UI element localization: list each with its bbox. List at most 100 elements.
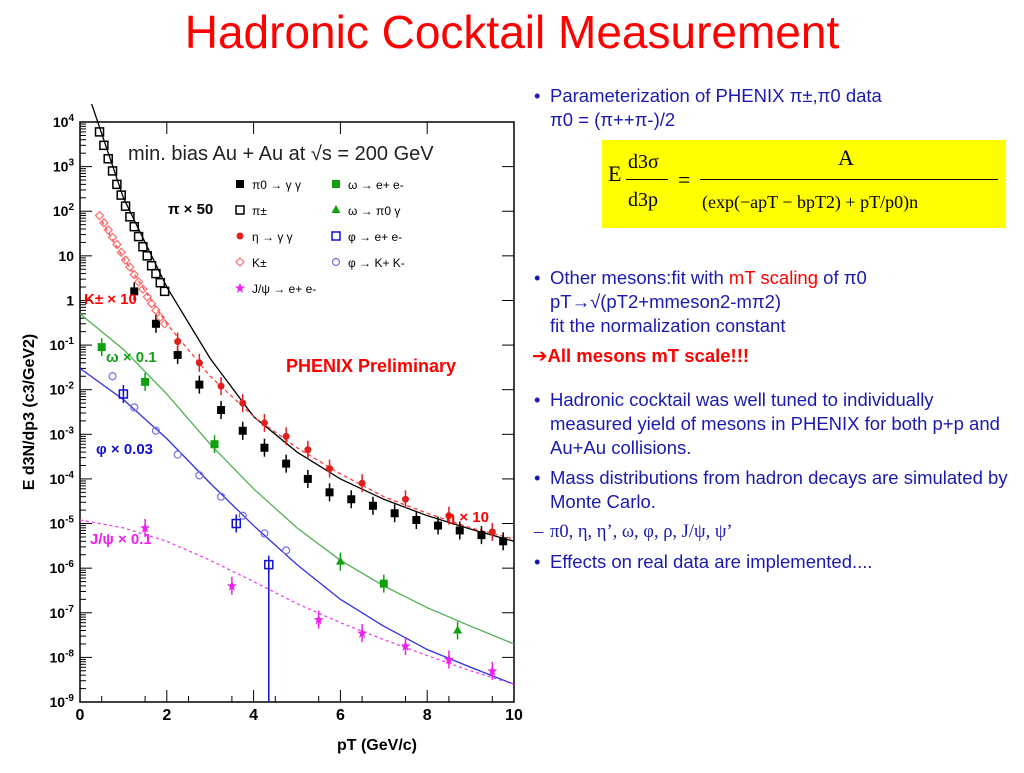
formula-denominator: (exp(−apT − bpT2) + pT/p0)n bbox=[702, 192, 919, 212]
y-tick-label: 103 bbox=[53, 158, 75, 175]
series-7-point bbox=[195, 471, 204, 480]
legend-marker bbox=[235, 205, 245, 215]
y-axis-label: E d3N/dp3 (c3/GeV2) bbox=[21, 334, 38, 491]
series-3-point bbox=[103, 225, 114, 235]
x-tick-label: 6 bbox=[336, 707, 345, 724]
bullet-text: Parameterization of PHENIX π±,π0 data bbox=[550, 85, 882, 106]
series-label: ω × 0.1 bbox=[106, 349, 157, 366]
y-tick-label: 10-8 bbox=[50, 648, 75, 665]
plot-frame bbox=[79, 121, 515, 703]
legend-entry: η → γ γ bbox=[252, 230, 293, 244]
series-2-point bbox=[326, 465, 334, 473]
y-tick-label: 10-1 bbox=[50, 336, 75, 353]
series-0-point bbox=[477, 531, 486, 540]
series-2-point bbox=[260, 419, 268, 427]
legend-entry: π0 → γ γ bbox=[252, 178, 301, 192]
series-3-point bbox=[142, 292, 153, 302]
bullet-parameterization: Parameterization of PHENIX π±,π0 data π0… bbox=[532, 84, 1018, 132]
series-3-point bbox=[146, 298, 157, 309]
legend-marker bbox=[331, 257, 341, 267]
mt-scaling-text: mT scaling bbox=[728, 267, 819, 288]
series-7-point bbox=[130, 403, 139, 412]
slide-title: Hadronic Cocktail Measurement bbox=[184, 6, 840, 58]
series-3-point bbox=[129, 269, 140, 280]
series-1-point bbox=[142, 251, 153, 261]
series-1-point bbox=[133, 231, 144, 242]
legend-entry: φ → K+ K- bbox=[348, 256, 405, 270]
formula-box: E d3σ d3p = A (exp(−apT − bpT2) + pT/p0)… bbox=[602, 140, 1006, 228]
x-tick-label: 10 bbox=[505, 707, 523, 724]
series-7-point bbox=[216, 492, 226, 501]
bullet-text: Effects on real data are implemented.... bbox=[550, 551, 873, 572]
series-0-point bbox=[130, 287, 139, 296]
series-0-point bbox=[390, 509, 399, 518]
legend-entry: π± bbox=[252, 204, 267, 218]
legend-entry: φ → e+ e- bbox=[348, 230, 402, 244]
series-3-point bbox=[138, 284, 148, 294]
series-8-point bbox=[226, 580, 237, 591]
series-label: π × 50 bbox=[168, 201, 213, 218]
y-tick-label: 1 bbox=[66, 292, 74, 308]
series-8-point bbox=[400, 640, 411, 651]
x-tick-label: 0 bbox=[76, 707, 85, 724]
series-3-point bbox=[125, 262, 135, 272]
legend-entry: ω → e+ e- bbox=[348, 178, 404, 192]
mt-result: ➔All mesons mT scale!!! bbox=[532, 344, 1018, 368]
series-0-point bbox=[455, 526, 464, 535]
bullet-text: π0, η, η’, ω, φ, ρ, J/ψ, ψ’ bbox=[550, 522, 733, 542]
bullet-text: π0 = (π++π-)/2 bbox=[550, 109, 676, 130]
fit-curve-pi bbox=[88, 94, 515, 542]
legend-entry: K± bbox=[252, 256, 267, 270]
series-2-point bbox=[174, 338, 182, 346]
legend-marker bbox=[332, 180, 340, 188]
y-tick-label: 10 bbox=[58, 248, 74, 264]
series-1-point bbox=[138, 241, 148, 252]
bullet-effects: Effects on real data are implemented.... bbox=[532, 550, 1018, 574]
series-1-point bbox=[103, 154, 113, 164]
series-label: φ × 0.03 bbox=[96, 441, 153, 458]
bullet-text: pT→√(pT2+mmeson2-mπ2) bbox=[550, 291, 782, 312]
chart-title: min. bias Au + Au at √s = 200 GeV bbox=[128, 143, 434, 165]
series-3-point bbox=[94, 210, 105, 221]
series-8-point bbox=[140, 522, 151, 533]
series-3-point bbox=[112, 239, 122, 250]
arrow-icon: ➔ bbox=[532, 345, 548, 366]
series-1-point bbox=[94, 127, 105, 137]
series-2-point bbox=[445, 512, 453, 520]
y-tick-label: 10-2 bbox=[50, 381, 75, 398]
series-3-point bbox=[151, 305, 161, 316]
series-8-point bbox=[313, 614, 324, 625]
formula-a: A bbox=[838, 145, 854, 170]
series-0-point bbox=[195, 380, 204, 389]
series-3-point bbox=[120, 255, 131, 266]
series-1-point bbox=[151, 268, 161, 279]
series-2-point bbox=[282, 432, 290, 440]
bullet-other-mesons: Other mesons:fit with mT scaling of π0 p… bbox=[532, 266, 1018, 338]
bullet-text: Hadronic cocktail was well tuned to indi… bbox=[550, 389, 1000, 458]
series-2-point bbox=[195, 359, 203, 367]
series-2-point bbox=[304, 446, 312, 454]
series-2-point bbox=[488, 528, 496, 536]
bullet-monte-carlo: Mass distributions from hadron decays ar… bbox=[532, 466, 1018, 514]
series-7-point bbox=[151, 426, 161, 435]
fit-curve-eta bbox=[101, 220, 515, 540]
series-3-point bbox=[107, 232, 118, 243]
series-4-point bbox=[379, 579, 388, 588]
phenix-chart: 0 2 4 6 8 10 10-9 10-8 10-7 10-6 10-5 10-4 10-3 10-2 1… bbox=[18, 94, 530, 768]
series-2-point bbox=[239, 399, 247, 407]
formula-num: d3σ bbox=[628, 151, 659, 173]
y-tick-label: 10-9 bbox=[50, 693, 75, 710]
series-3-point bbox=[159, 318, 170, 329]
legend-marker bbox=[331, 205, 341, 213]
series-5-point bbox=[453, 625, 463, 634]
series-0-point bbox=[412, 516, 421, 525]
series-0-point bbox=[303, 474, 312, 483]
formula-eq: = bbox=[678, 167, 691, 192]
bullet-mesons: π0, η, η’, ω, φ, ρ, J/ψ, ψ’ bbox=[532, 520, 1018, 544]
series-1-point bbox=[159, 286, 170, 297]
formula-den: d3p bbox=[628, 189, 658, 211]
legend-marker bbox=[235, 257, 245, 267]
series-7-point bbox=[173, 450, 182, 459]
series-label: J/ψ × 0.1 bbox=[90, 531, 152, 548]
series-2-point bbox=[402, 495, 409, 503]
